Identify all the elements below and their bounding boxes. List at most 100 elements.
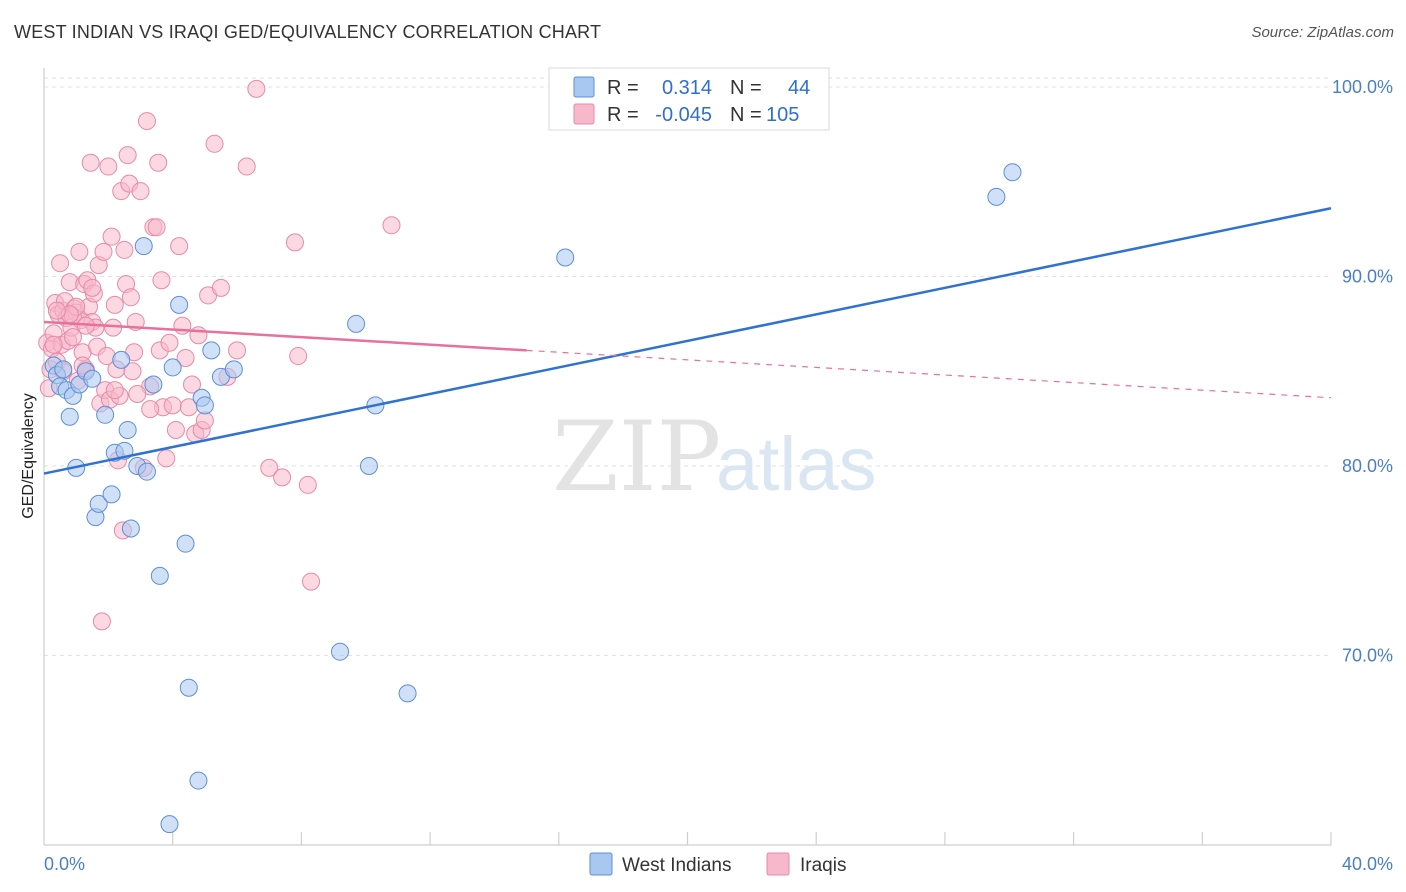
iraqis-point-86	[260, 458, 279, 477]
west-indians-point-35	[224, 360, 243, 379]
watermark: ZIP atlas	[552, 401, 877, 513]
iraqis-point-16	[63, 328, 82, 347]
x-ticks	[172, 832, 1332, 845]
west-indians-point-25	[160, 815, 179, 834]
iraqis-point-74	[183, 375, 202, 394]
west-indians-point-43	[1003, 163, 1022, 182]
west-indians-point-42	[987, 187, 1006, 206]
west-indians-point-18	[118, 420, 137, 439]
iraqis-point-27	[81, 153, 100, 172]
trend-lines	[43, 207, 1332, 475]
iraqis-point-80	[205, 134, 224, 153]
stats-n-value-iraqis: 105	[766, 104, 799, 126]
watermark-atlas: atlas	[716, 422, 877, 507]
iraqis-point-8	[51, 254, 70, 273]
y-tick-label-90: 90.0%	[1342, 266, 1393, 286]
west-indians-point-12	[89, 494, 108, 513]
iraqis-point-56	[131, 182, 150, 201]
stats-r-label-west-indians: R =	[607, 77, 639, 99]
west-indians-point-32	[195, 396, 214, 415]
chart-title: WEST INDIAN VS IRAQI GED/EQUIVALENCY COR…	[14, 22, 602, 42]
west-indians-point-10	[83, 369, 102, 388]
west-indians-trend-line	[43, 207, 1332, 475]
west-indians-point-30	[189, 771, 208, 790]
iraqis-trend-line-dashed	[526, 349, 1332, 399]
legend-label-iraqis: Iraqis	[800, 855, 846, 876]
iraqis-point-62	[149, 153, 168, 172]
y-tick-label-80: 80.0%	[1342, 456, 1393, 476]
iraqis-point-92	[382, 216, 401, 235]
iraqis-point-20	[70, 242, 89, 261]
west-indians-point-33	[202, 341, 221, 360]
x-tick-label-min: 0.0%	[44, 854, 85, 874]
source-label: Source: ZipAtlas.com	[1251, 24, 1394, 41]
iraqis-point-83	[228, 341, 247, 360]
west-indians-point-19	[121, 519, 140, 538]
west-indians-point-38	[359, 456, 378, 475]
west-indians-point-29	[179, 678, 198, 697]
x-tick-label-max: 40.0%	[1342, 854, 1393, 874]
iraqis-point-34	[92, 612, 111, 631]
iraqis-point-78	[195, 411, 214, 430]
iraqis-point-85	[247, 79, 266, 98]
y-axis-title: GED/Equivalency	[20, 393, 37, 518]
iraqis-point-103	[47, 301, 66, 320]
iraqis-point-50	[118, 146, 137, 165]
iraqis-point-90	[298, 475, 317, 494]
iraqis-point-68	[163, 396, 182, 415]
iraqis-point-101	[105, 381, 124, 400]
iraqis-point-93	[44, 335, 63, 354]
iraqis-point-42	[105, 295, 124, 314]
iraqis-point-53	[123, 362, 142, 381]
iraqis-point-69	[166, 420, 185, 439]
west-indians-point-23	[144, 375, 163, 394]
iraqis-point-64	[152, 271, 171, 290]
west-indians-point-40	[398, 684, 417, 703]
stats-legend-swatch-iraqis	[573, 103, 595, 125]
west-indians-point-22	[137, 462, 156, 481]
west-indians-point-14	[102, 485, 121, 504]
iraqis-points	[38, 79, 401, 631]
iraqis-point-66	[157, 449, 176, 468]
iraqis-point-48	[115, 240, 134, 259]
y-tick-label-70: 70.0%	[1342, 645, 1393, 665]
watermark-zip: ZIP	[552, 401, 721, 513]
stats-legend: R = 0.314 N = 44 R = -0.045 N = 105	[548, 67, 830, 131]
iraqis-point-84	[237, 157, 256, 176]
stats-legend-swatch-west-indians	[573, 76, 595, 98]
west-indians-point-41	[556, 248, 575, 267]
legend-label-west-indians: West Indians	[622, 855, 731, 876]
west-indians-point-16	[112, 350, 131, 369]
west-indians-point-37	[347, 314, 366, 333]
iraqis-point-87	[273, 468, 292, 487]
west-indians-point-36	[331, 642, 350, 661]
legend-swatch-iraqis	[766, 852, 790, 876]
iraqis-trend-line-solid	[43, 320, 527, 352]
stats-r-label-iraqis: R =	[607, 104, 639, 126]
iraqis-point-89	[289, 347, 308, 366]
west-indians-point-5	[60, 407, 79, 426]
stats-n-label-west-indians: N =	[730, 77, 762, 99]
west-indians-point-3	[54, 360, 73, 379]
iraqis-point-81	[211, 278, 230, 297]
bottom-legend: West Indians Iraqis	[589, 852, 846, 876]
stats-r-value-iraqis: -0.045	[655, 104, 712, 126]
iraqis-point-35	[94, 242, 113, 261]
iraqis-point-91	[302, 572, 321, 591]
stats-n-label-iraqis: N =	[730, 104, 762, 126]
iraqis-point-38	[99, 157, 118, 176]
iraqis-point-58	[137, 112, 156, 131]
iraqis-point-40	[102, 227, 121, 246]
iraqis-point-41	[104, 318, 123, 337]
west-indians-point-26	[163, 358, 182, 377]
stats-legend-box	[548, 67, 830, 131]
iraqis-point-76	[189, 326, 208, 345]
west-indians-points	[44, 163, 1022, 834]
iraqis-point-97	[128, 384, 147, 403]
iraqis-point-70	[170, 237, 189, 256]
iraqis-point-67	[160, 333, 179, 352]
west-indians-point-24	[150, 566, 169, 585]
iraqis-point-88	[285, 233, 304, 252]
iraqis-point-72	[176, 348, 195, 367]
iraqis-point-100	[83, 278, 102, 297]
